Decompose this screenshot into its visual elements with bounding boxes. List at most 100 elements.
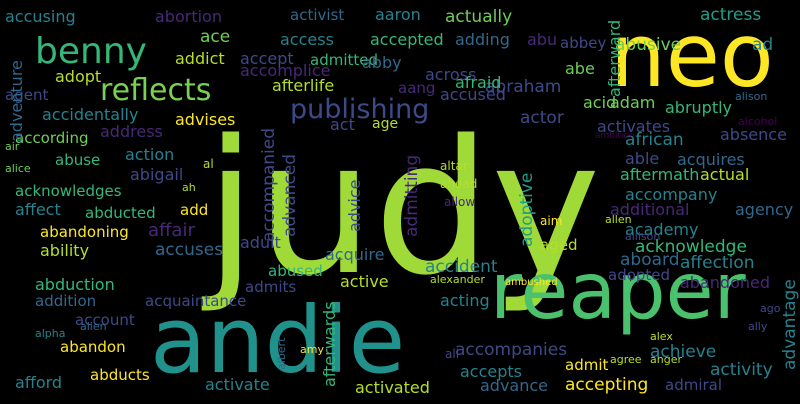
word: al [203, 157, 214, 171]
word: act [330, 115, 355, 134]
word: agree [610, 353, 642, 366]
word: affect [15, 200, 61, 219]
word: address [100, 122, 163, 141]
word: abruptly [665, 98, 732, 117]
word: advises [175, 110, 235, 129]
word: benny [35, 31, 147, 72]
word: admitted [310, 51, 378, 69]
word: able [625, 149, 659, 168]
word: admits [245, 278, 296, 296]
word: aboard [620, 250, 680, 270]
word: agent [5, 86, 48, 104]
word: accomplice [240, 61, 330, 80]
word: ace [200, 27, 230, 47]
word: additional [610, 200, 689, 219]
word: adventure [7, 60, 26, 142]
word: affair [148, 220, 195, 241]
word: adam [610, 93, 655, 112]
word: reflects [100, 73, 211, 108]
word: afterlife [272, 76, 334, 95]
word: ago [760, 302, 781, 315]
word: advance [480, 376, 548, 395]
word: accident [425, 257, 498, 277]
word: allow [444, 195, 475, 209]
word: admitting [402, 155, 422, 237]
word: absence [720, 125, 787, 144]
word: active [340, 272, 389, 291]
word: afraid [455, 73, 501, 92]
word: actual [700, 165, 749, 184]
word: abducted [85, 204, 156, 222]
word: alexander [430, 273, 485, 286]
word: abandon [60, 338, 126, 356]
word: acquires [677, 150, 745, 169]
word: adult [240, 233, 281, 252]
word: advice [345, 179, 364, 232]
word: addict [175, 49, 225, 68]
word: aftermath [620, 165, 699, 184]
word: add [180, 201, 208, 219]
word: accepting [565, 375, 648, 395]
word: adoptive [517, 173, 537, 247]
word: judy [201, 100, 601, 316]
word: according [15, 129, 88, 147]
word: achieve [650, 342, 716, 362]
word: access [280, 30, 334, 49]
word: activated [355, 378, 430, 397]
word: advanced [280, 154, 300, 237]
word: ally [748, 320, 768, 333]
word: alice [5, 162, 31, 175]
word: addition [35, 292, 96, 310]
word: actually [445, 7, 512, 27]
word: accusing [5, 7, 76, 26]
word: abigail [130, 165, 183, 184]
word: abraham [485, 77, 561, 97]
word: aim [540, 214, 562, 228]
word: acid [583, 93, 616, 112]
word: activate [205, 375, 270, 394]
word: abused [268, 262, 323, 280]
word: account [75, 311, 135, 329]
word: advantage [780, 279, 800, 370]
word: ambition [595, 131, 635, 141]
word: afford [15, 373, 62, 392]
word: ali [445, 347, 459, 361]
word: altar [440, 159, 468, 173]
word: abuse [55, 151, 100, 169]
word: african [625, 130, 684, 150]
word: abusive [615, 35, 681, 55]
word: acquaintance [145, 292, 246, 310]
word: adding [455, 30, 510, 49]
word: ad [752, 35, 773, 55]
word: admit [565, 356, 608, 374]
word: albert [275, 337, 288, 370]
word: afterward [605, 20, 624, 97]
word: acting [440, 291, 490, 310]
word: abe [565, 59, 595, 78]
word: alpha [35, 327, 66, 340]
word: neo [610, 4, 774, 107]
word: abu [527, 30, 557, 49]
word: publishing [290, 94, 429, 125]
word: abandoned [680, 273, 770, 292]
word: activist [290, 6, 344, 24]
word: alien [80, 320, 107, 333]
word: adopted [608, 266, 670, 284]
word: academy [625, 220, 698, 239]
word: acquire [325, 245, 384, 264]
word: anger [650, 353, 682, 366]
word: accompany [625, 185, 717, 204]
word: aaron [375, 5, 421, 24]
word: accepts [460, 362, 522, 381]
word: allison [625, 230, 660, 243]
word: accuses [155, 240, 223, 260]
word: alex [650, 330, 673, 343]
word: ambushed [505, 277, 558, 288]
word: abducts [90, 366, 150, 384]
word: reaper [490, 247, 747, 337]
word: accept [240, 49, 294, 68]
word: andie [150, 287, 405, 394]
word: amy [300, 343, 324, 356]
